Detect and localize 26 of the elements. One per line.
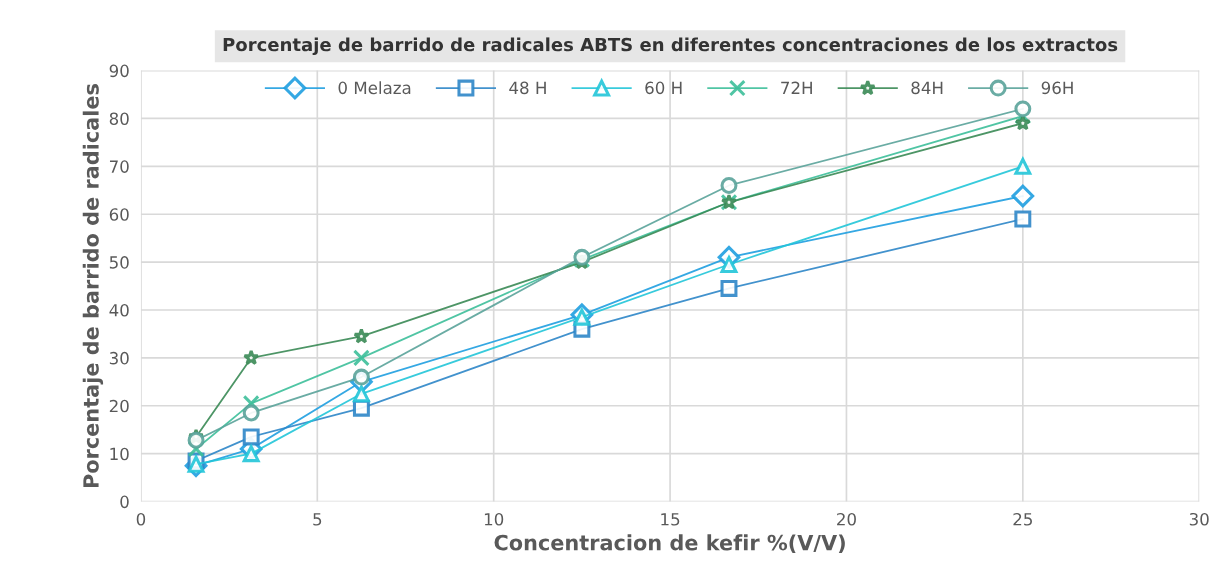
y-tick-label: 60 [109, 208, 129, 221]
x-tick-label: 30 [1189, 512, 1209, 526]
legend-label: 72H [781, 81, 812, 94]
legend-label: 48 H [509, 81, 546, 95]
y-tick-label: 90 [109, 64, 129, 78]
x-tick-label: 10 [484, 512, 504, 526]
y-axis-title: Porcentaje de barrido de radicales [82, 84, 104, 488]
legend-label: 60 H [645, 81, 682, 95]
x-tick-label: 25 [1013, 512, 1032, 526]
y-tick-label: 50 [109, 256, 129, 269]
y-tick-label: 20 [109, 399, 129, 413]
x-tick-label: 20 [837, 512, 856, 526]
x-tick-label: 5 [313, 513, 322, 526]
y-tick-label: 10 [110, 447, 129, 461]
chart-title: Porcentaje de barrido de radicales ABTS en diferentes concentraciones de los extractos [223, 37, 1118, 56]
x-axis-title: Concentracion de kefir %(V/V) [494, 534, 845, 553]
y-tick-label: 40 [109, 303, 129, 317]
legend-label: 84H [911, 81, 943, 95]
legend-label: 0 Melaza [338, 81, 411, 95]
y-tick-label: 30 [109, 351, 129, 365]
y-tick-label: 0 [120, 495, 129, 509]
legend-label: 96H [1041, 81, 1073, 95]
y-tick-label: 80 [109, 112, 129, 126]
x-tick-label: 0 [136, 512, 146, 526]
y-tick-label: 70 [109, 160, 129, 173]
x-tick-label: 15 [661, 513, 680, 526]
